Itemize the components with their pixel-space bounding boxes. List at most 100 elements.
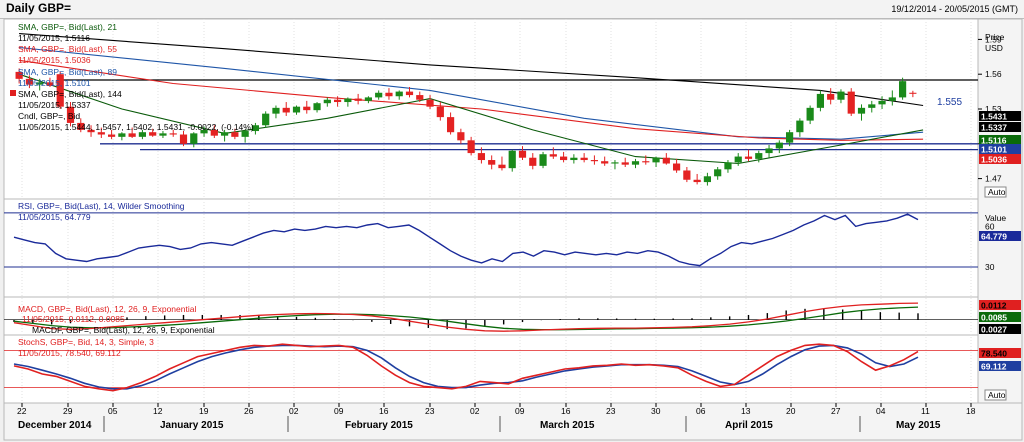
price-value-tag: 1.5101 bbox=[981, 145, 1007, 155]
macd-value-tag: 0.0112 bbox=[981, 301, 1007, 311]
candle-body bbox=[888, 97, 896, 101]
legend-sma21: SMA, GBP=, Bid(Last), 21 bbox=[18, 22, 117, 32]
candle-body bbox=[508, 150, 516, 169]
candle-body bbox=[282, 107, 290, 113]
x-month-label: December 2014 bbox=[18, 420, 92, 431]
legend-candle: Cndl, GBP=, Bid bbox=[18, 111, 80, 121]
macdf-legend: MACDF, GBP=, Bid(Last), 12, 26, 9, Expon… bbox=[32, 325, 215, 335]
rsi-axis-title: Value bbox=[985, 213, 1006, 223]
candle-body bbox=[416, 95, 424, 100]
macd-legend-value: 11/05/2015, 0.0112, 0.0085 bbox=[22, 314, 125, 324]
candle-body bbox=[231, 132, 239, 137]
candle-body bbox=[847, 91, 855, 114]
candle-body bbox=[138, 132, 147, 137]
x-axis-area bbox=[3, 402, 1023, 441]
candle-body bbox=[354, 98, 362, 101]
legend-sma89-value: 11/05/2015, 1.5101 bbox=[18, 78, 91, 88]
stoch-value-tag: 78.540 bbox=[981, 349, 1007, 359]
rsi-legend-value: 11/05/2015, 64.779 bbox=[18, 212, 91, 222]
rsi-tick-label: 60 bbox=[985, 221, 995, 231]
candle-body bbox=[220, 132, 229, 136]
price-auto-button[interactable] bbox=[984, 186, 1007, 198]
candle-body bbox=[518, 150, 527, 158]
price-value-tag-bg bbox=[979, 154, 1021, 164]
candle-body bbox=[580, 157, 588, 161]
macd-panel[interactable] bbox=[3, 296, 979, 336]
x-day-label: 02 bbox=[470, 406, 480, 416]
candle-body bbox=[714, 169, 722, 177]
rsi-line bbox=[4, 212, 978, 268]
candle-body bbox=[385, 92, 393, 97]
price-value-tag-bg bbox=[979, 144, 1021, 154]
x-day-label: 26 bbox=[244, 406, 254, 416]
x-axis-labels: 22 29 05 12 19 26 02 09 16 23 02 09 16 23 30 06 13 20 27 04… bbox=[17, 403, 976, 432]
date-range: 19/12/2014 - 20/05/2015 (GMT) bbox=[891, 4, 1018, 14]
candle-body bbox=[683, 170, 691, 180]
grid-lines bbox=[21, 19, 972, 403]
candle-body bbox=[303, 106, 311, 111]
rsi-tick-label: 30 bbox=[985, 262, 995, 272]
x-month-label: March 2015 bbox=[540, 420, 595, 431]
x-day-label: 20 bbox=[786, 406, 796, 416]
x-day-label: 11 bbox=[921, 406, 930, 416]
rsi-panel[interactable] bbox=[3, 198, 979, 298]
x-day-label: 06 bbox=[696, 406, 706, 416]
legend-sma55-value: 11/05/2015, 1.5036 bbox=[18, 55, 91, 65]
candle-body bbox=[292, 106, 301, 113]
price-value-tag-bg bbox=[979, 111, 1021, 121]
candle-body bbox=[15, 71, 23, 79]
candle-body bbox=[529, 157, 537, 166]
chart-title: Daily GBP= bbox=[6, 1, 72, 15]
candle-body bbox=[128, 133, 136, 137]
price-axis-title-2: USD bbox=[985, 43, 1003, 53]
candle-body bbox=[405, 91, 414, 96]
x-day-label: 16 bbox=[561, 406, 571, 416]
stoch-value-tag-bg bbox=[979, 348, 1021, 358]
candle-body bbox=[375, 92, 383, 98]
price-axis-title-1: Price bbox=[985, 32, 1005, 42]
price-value-tag: 1.5116 bbox=[981, 136, 1007, 146]
candle-body bbox=[46, 82, 54, 86]
candle-body bbox=[827, 93, 835, 100]
price-auto-label: Auto bbox=[988, 187, 1006, 197]
candle-body bbox=[909, 92, 917, 94]
rsi-value-tag-bg bbox=[979, 231, 1021, 241]
candle-body bbox=[621, 162, 629, 165]
x-day-label: 05 bbox=[108, 406, 118, 416]
stoch-auto-button[interactable] bbox=[984, 389, 1007, 401]
candle-body bbox=[395, 91, 403, 97]
candle-body bbox=[77, 122, 85, 130]
candle-body bbox=[36, 82, 44, 85]
stoch-legend: StochS, GBP=, Bid, 14, 3, Simple, 3 bbox=[18, 337, 154, 347]
candle-body bbox=[662, 157, 670, 164]
candle-body bbox=[446, 117, 455, 133]
price-tick-label: 1.47 bbox=[985, 174, 1002, 184]
candle-body bbox=[66, 106, 75, 123]
x-day-label: 12 bbox=[153, 406, 163, 416]
candle-body bbox=[837, 91, 845, 100]
stoch-lines bbox=[4, 343, 978, 392]
legend-candle-value: 11/05/2015, 1.5444, 1.5457, 1.5402, 1.54… bbox=[18, 122, 254, 132]
candle-body bbox=[436, 106, 444, 118]
candle-body bbox=[149, 132, 157, 136]
candle-body bbox=[878, 100, 886, 105]
horizontal-levels bbox=[60, 79, 978, 151]
candle-body bbox=[806, 107, 814, 121]
x-day-label: 19 bbox=[199, 406, 209, 416]
price-legend: SMA, GBP=, Bid(Last), 21 11/05/2015, 1.5… bbox=[10, 22, 254, 132]
candle-body bbox=[344, 98, 352, 103]
candle-body bbox=[25, 78, 34, 85]
candle-body bbox=[426, 99, 434, 107]
price-panel[interactable] bbox=[3, 18, 979, 200]
stoch-d-path bbox=[13, 344, 919, 390]
macd-signal-path bbox=[13, 306, 919, 331]
price-value-tag: 1.5431 bbox=[981, 112, 1007, 122]
candle-body bbox=[333, 99, 342, 103]
x-day-label: 16 bbox=[379, 406, 389, 416]
x-day-label: 23 bbox=[606, 406, 616, 416]
legend-sma144-value: 11/05/2015, 1.5337 bbox=[18, 100, 91, 110]
candle-body bbox=[97, 132, 105, 135]
